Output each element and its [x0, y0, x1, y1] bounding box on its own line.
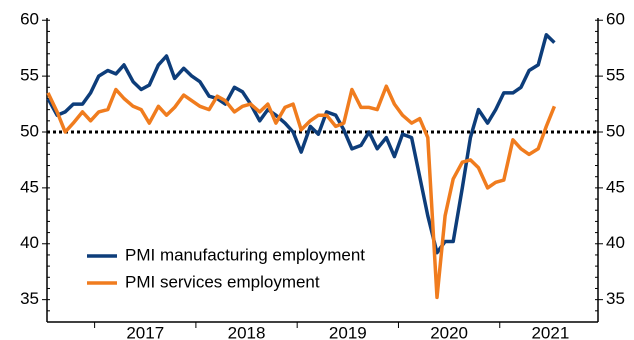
legend-label: PMI services employment: [125, 272, 320, 291]
y2-tick-label: 55: [606, 66, 625, 85]
y-tick-label: 45: [20, 177, 39, 196]
x-tick-label: 2021: [531, 323, 569, 340]
x-tick-label: 2018: [228, 323, 266, 340]
y-tick-label: 55: [20, 66, 39, 85]
y-tick-label: 50: [20, 121, 39, 140]
series-line: [46, 84, 557, 300]
x-tick-label: 2017: [126, 323, 164, 340]
legend-label: PMI manufacturing employment: [125, 245, 365, 264]
y2-tick-label: 45: [606, 177, 625, 196]
y2-tick-label: 40: [606, 233, 625, 252]
x-tick-label: 2020: [430, 323, 468, 340]
y-tick-label: 60: [20, 10, 39, 29]
y-tick-label: 35: [20, 289, 39, 308]
y-tick-label: 40: [20, 233, 39, 252]
y2-tick-label: 35: [606, 289, 625, 308]
series-line: [46, 33, 556, 255]
y2-tick-label: 60: [606, 10, 625, 29]
x-tick-label: 2019: [329, 323, 367, 340]
y2-tick-label: 50: [606, 121, 625, 140]
